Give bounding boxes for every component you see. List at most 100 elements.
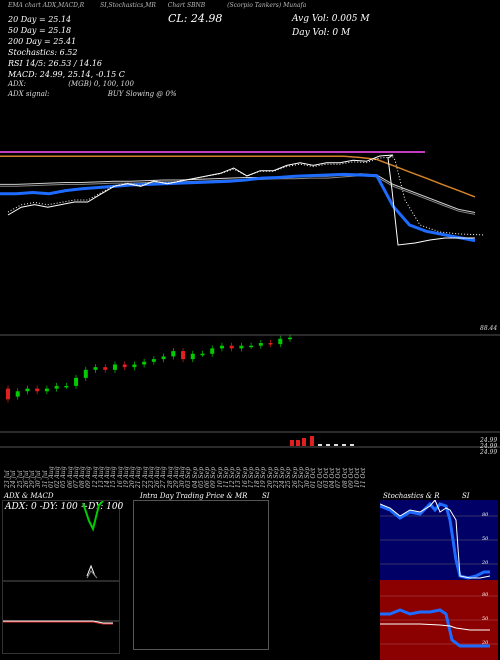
volume-group	[290, 436, 354, 446]
candle	[35, 388, 40, 392]
ema200-line	[0, 155, 476, 198]
candle	[258, 343, 263, 346]
intra-si: SI	[262, 492, 270, 500]
candle	[181, 351, 186, 360]
avg-volume: Avg Vol: 0.005 M	[292, 14, 370, 24]
adx-svg	[3, 501, 119, 625]
candle	[54, 385, 59, 389]
volume-bar	[326, 444, 330, 446]
date-label: 11 Oct	[360, 467, 368, 488]
rsi-tick-20: 20	[482, 640, 489, 646]
candle	[25, 388, 30, 392]
adx-green-line	[82, 501, 104, 532]
candle	[190, 353, 195, 360]
adx-signal-label: ADX signal:	[8, 90, 50, 98]
candle	[200, 353, 205, 356]
adx-values: ADX: 0 -DY: 100 +DY: 100	[5, 502, 124, 512]
volume-bar	[310, 436, 314, 446]
volume-bar	[342, 444, 346, 446]
rsi-panel: 80 50 20	[380, 580, 498, 660]
rsi-white-line	[380, 623, 490, 631]
adx-panel: ADX: 0 -DY: 100 +DY: 100	[2, 500, 124, 654]
ema50-label: 50 Day = 25.18	[8, 26, 72, 35]
volume-bar	[334, 444, 338, 446]
volume-bar	[302, 438, 306, 446]
macd-line	[3, 620, 113, 624]
ema200-label: 200 Day = 25.41	[8, 37, 77, 46]
intraday-panel	[133, 500, 269, 650]
adx-signal-line: ADX signal: BUY Slowing @ 0%	[8, 90, 177, 98]
candle	[161, 356, 166, 360]
rsi-label: RSI 14/5: 26.53 / 14.16	[8, 59, 102, 68]
stochastics-panel: 80 50 20	[380, 500, 498, 580]
rsi-blue-line	[380, 608, 490, 648]
adx-line: ADX: (MGB) 0, 100, 100	[8, 80, 134, 88]
candle	[219, 345, 224, 349]
price-axis-label: 88.44	[480, 325, 498, 332]
buy-signal: BUY Slowing @ 0%	[107, 90, 177, 98]
adx-label: ADX:	[8, 80, 27, 88]
candle	[74, 377, 79, 386]
stoch-k-line	[380, 501, 490, 580]
header-chart: Chart	[167, 2, 186, 9]
rsi-svg	[380, 595, 498, 648]
info-block: 20 Day = 25.14 50 Day = 25.18 200 Day = …	[8, 14, 125, 80]
macd-label: MACD: 24.99, 25.14, -0.15 C	[8, 70, 125, 79]
stoch-title: Stochastics & R	[383, 492, 440, 500]
candle	[15, 391, 20, 397]
stoch-si: SI	[462, 492, 470, 500]
vol-axis-2: 24.99	[480, 443, 498, 450]
stoch-tick-50: 50	[482, 536, 489, 542]
candle	[249, 345, 254, 348]
ema20-line	[0, 172, 476, 243]
candle	[142, 361, 147, 365]
chart-header: EMA chart ADX,MACD,R SI,Stochastics,MR C…	[8, 2, 306, 9]
header-ema: EMA chart	[8, 2, 41, 9]
candle	[103, 367, 108, 370]
candle	[6, 388, 10, 400]
adx-title: ADX & MACD	[4, 492, 54, 500]
volume-bar	[318, 444, 322, 446]
header-company: (Scorpio Tankers) Munafa	[227, 2, 307, 9]
header-si: SI,Stochastics,MR	[100, 2, 156, 9]
intra-title: Intra Day Trading Price & MR	[140, 492, 248, 500]
candle	[278, 338, 283, 345]
macd-signal-line	[3, 621, 113, 625]
stoch-tick-80: 80	[482, 512, 489, 518]
candle	[64, 385, 69, 388]
candle	[268, 343, 273, 345]
candles-group	[6, 334, 292, 403]
adx-white-line	[86, 564, 96, 577]
stoch-svg	[380, 500, 498, 580]
candle	[210, 348, 215, 354]
rsi-tick-80: 80	[482, 592, 489, 598]
volume-bar	[350, 444, 354, 446]
rsi-tick-50: 50	[482, 616, 489, 622]
stoch-d-line	[380, 500, 491, 579]
header-adx: ADX,MACD,R	[42, 2, 85, 9]
adx-gray-line	[86, 570, 98, 579]
candle	[229, 345, 234, 349]
candle	[151, 359, 156, 362]
price-line	[7, 154, 475, 246]
candle	[239, 345, 244, 349]
vol-axis-3: 24.99	[480, 449, 498, 456]
candle	[171, 351, 176, 357]
vol-axis-1: 24.99	[480, 437, 498, 444]
day-volume: Day Vol: 0 M	[292, 28, 351, 38]
candle	[83, 369, 88, 378]
close-price: CL: 24.98	[168, 12, 223, 25]
candle	[93, 367, 98, 370]
stoch-tick-20: 20	[482, 560, 489, 566]
volume-bar	[296, 440, 300, 446]
adx-value: (MGB) 0, 100, 100	[68, 80, 134, 88]
candle	[288, 337, 292, 340]
header-symbol: SBNB	[187, 2, 206, 9]
ema50-line	[0, 173, 476, 213]
ema20-label: 20 Day = 25.14	[8, 15, 72, 24]
stoch-label: Stochastics: 6.52	[8, 48, 78, 57]
candle	[132, 364, 137, 368]
volume-bar	[290, 440, 294, 446]
candle	[112, 364, 117, 370]
